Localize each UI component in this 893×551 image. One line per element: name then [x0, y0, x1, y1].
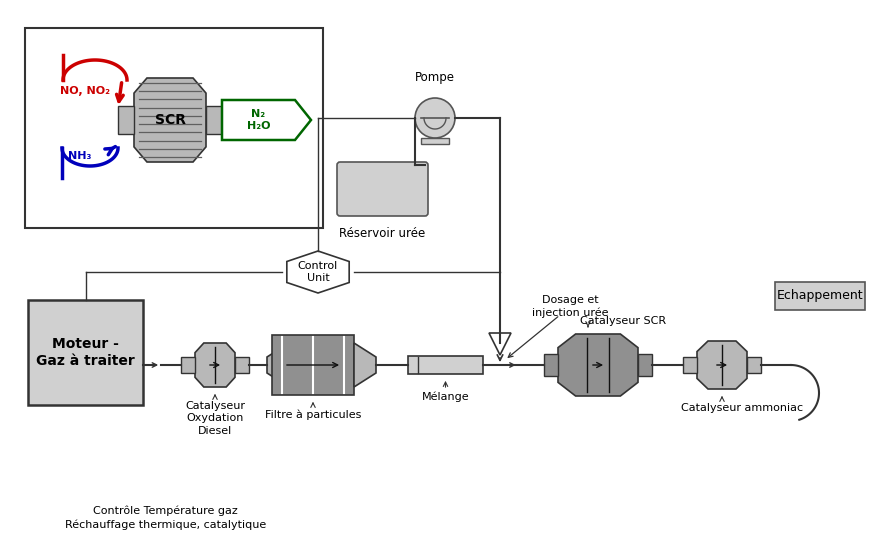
Text: Control
Unit: Control Unit	[298, 261, 338, 283]
Polygon shape	[222, 100, 311, 140]
Polygon shape	[287, 251, 349, 293]
FancyBboxPatch shape	[408, 356, 483, 374]
Text: Mélange: Mélange	[421, 392, 470, 402]
Polygon shape	[489, 333, 511, 355]
Text: Catalyseur SCR: Catalyseur SCR	[580, 316, 666, 326]
Text: Contrôle Température gaz
Réchauffage thermique, catalytique: Contrôle Température gaz Réchauffage the…	[65, 505, 266, 530]
FancyBboxPatch shape	[421, 138, 449, 144]
Polygon shape	[267, 343, 289, 387]
Polygon shape	[697, 341, 747, 389]
Text: Catalyseur ammoniac: Catalyseur ammoniac	[681, 403, 803, 413]
Polygon shape	[558, 334, 638, 396]
FancyBboxPatch shape	[28, 300, 143, 405]
FancyBboxPatch shape	[544, 354, 558, 376]
Text: Réservoir urée: Réservoir urée	[339, 227, 426, 240]
FancyBboxPatch shape	[638, 354, 652, 376]
Text: Dosage et
injection urée: Dosage et injection urée	[531, 295, 608, 318]
FancyBboxPatch shape	[337, 162, 428, 216]
FancyBboxPatch shape	[118, 106, 134, 134]
FancyBboxPatch shape	[775, 282, 865, 310]
Text: NH₃: NH₃	[68, 151, 92, 161]
Polygon shape	[134, 78, 206, 162]
Text: Pompe: Pompe	[415, 71, 455, 84]
FancyBboxPatch shape	[206, 106, 222, 134]
Polygon shape	[195, 343, 235, 387]
Text: N₂
H₂O: N₂ H₂O	[246, 109, 271, 131]
Circle shape	[415, 98, 455, 138]
Text: Filtre à particules: Filtre à particules	[265, 409, 361, 419]
Text: Moteur -
Gaz à traiter: Moteur - Gaz à traiter	[36, 337, 135, 368]
Text: Catalyseur
Oxydation
Diesel: Catalyseur Oxydation Diesel	[185, 401, 245, 436]
Text: NO, NO₂: NO, NO₂	[60, 86, 110, 96]
Text: SCR: SCR	[154, 113, 186, 127]
FancyBboxPatch shape	[272, 335, 354, 395]
FancyBboxPatch shape	[25, 28, 323, 228]
FancyBboxPatch shape	[181, 357, 195, 372]
FancyBboxPatch shape	[235, 357, 249, 372]
Polygon shape	[354, 343, 376, 387]
FancyBboxPatch shape	[747, 356, 761, 374]
Text: Echappement: Echappement	[777, 289, 864, 302]
FancyBboxPatch shape	[683, 356, 697, 374]
